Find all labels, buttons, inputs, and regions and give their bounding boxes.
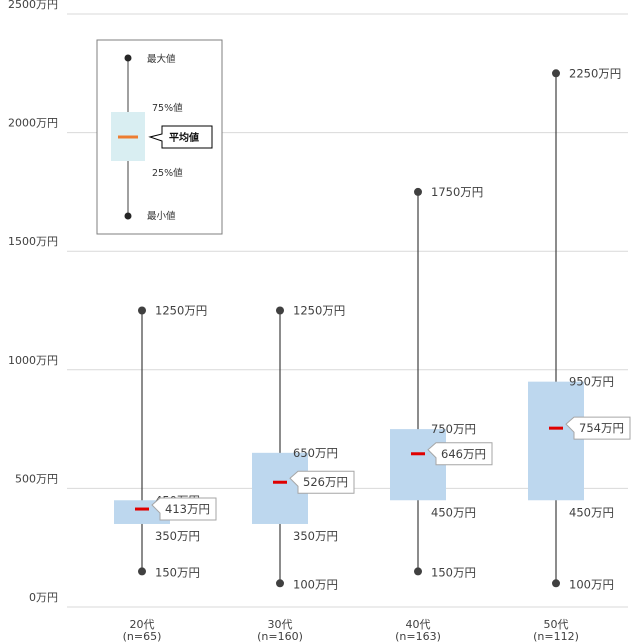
mean-label: 754万円 <box>579 421 624 435</box>
y-tick-label: 2000万円 <box>8 117 58 130</box>
x-tick-n-label: (n=160) <box>257 630 303 642</box>
mean-label: 413万円 <box>165 502 210 516</box>
legend-q3-label: 75%値 <box>152 102 183 114</box>
mean-label: 646万円 <box>441 447 486 461</box>
max-point <box>276 306 284 315</box>
box-group: 2250万円 950万円 450万円 100万円 754万円 <box>528 66 631 591</box>
legend-mean-callout <box>148 125 213 149</box>
max-point <box>414 187 422 196</box>
iqr-box <box>528 381 584 501</box>
x-axis-tick-labels: 20代(n=65) 30代(n=160) 40代(n=163) 50代(n=112) <box>123 618 579 642</box>
y-tick-label: 2500万円 <box>8 0 58 11</box>
x-tick-label: 30代 <box>268 618 293 631</box>
q3-label: 650万円 <box>293 446 338 460</box>
mean-label: 526万円 <box>303 475 348 489</box>
legend-min-point <box>124 212 132 220</box>
q1-label: 450万円 <box>431 505 476 519</box>
mean-callout <box>151 497 217 521</box>
legend-max-point <box>124 54 132 62</box>
min-point <box>276 579 284 588</box>
legend-q1-label: 25%値 <box>152 167 183 179</box>
x-tick-label: 50代 <box>544 618 569 631</box>
max-point <box>552 69 560 78</box>
y-tick-label: 500万円 <box>15 472 58 485</box>
legend-min-label: 最小値 <box>147 210 176 222</box>
min-label: 100万円 <box>293 577 338 591</box>
q3-label: 950万円 <box>569 375 614 389</box>
legend-mean-label: 平均値 <box>169 131 199 144</box>
q3-label: 750万円 <box>431 422 476 436</box>
q1-label: 350万円 <box>155 529 200 543</box>
plot-area: 1250万円 450万円 350万円 150万円 413万円 1250万円 650万円 350… <box>114 66 631 591</box>
min-point <box>414 567 422 576</box>
min-label: 150万円 <box>155 565 200 579</box>
min-label: 100万円 <box>569 577 614 591</box>
min-point <box>552 579 560 588</box>
y-tick-label: 0万円 <box>29 591 58 604</box>
min-label: 150万円 <box>431 565 476 579</box>
x-tick-label: 40代 <box>406 618 431 631</box>
mean-callout <box>427 442 493 466</box>
box-group: 1250万円450万円350万円150万円413万円 <box>114 304 217 579</box>
x-tick-n-label: (n=112) <box>533 630 579 642</box>
max-label: 1750万円 <box>431 185 483 199</box>
q1-label: 350万円 <box>293 529 338 543</box>
max-label: 2250万円 <box>569 66 621 80</box>
box-group: 1250万円 650万円 350万円 100万円 526万円 <box>252 304 355 591</box>
box-group: 1750万円 750万円 450万円 150万円 646万円 <box>390 185 493 579</box>
min-point <box>138 567 146 576</box>
max-label: 1250万円 <box>155 304 207 318</box>
mean-callout <box>565 416 631 440</box>
x-tick-n-label: (n=65) <box>123 630 162 642</box>
y-axis-tick-labels: 0万円 500万円 1000万円 1500万円 2000万円 2500万円 <box>8 0 58 604</box>
legend-max-label: 最大値 <box>147 53 176 65</box>
legend: 最大値 75%値 平均値 25%値 最小値 <box>96 39 223 235</box>
y-tick-label: 1000万円 <box>8 354 58 367</box>
x-tick-label: 20代 <box>130 618 155 631</box>
max-label: 1250万円 <box>293 304 345 318</box>
q1-label: 450万円 <box>569 505 614 519</box>
y-tick-label: 1500万円 <box>8 235 58 248</box>
x-tick-n-label: (n=163) <box>395 630 441 642</box>
mean-callout <box>289 470 355 494</box>
max-point <box>138 306 146 315</box>
